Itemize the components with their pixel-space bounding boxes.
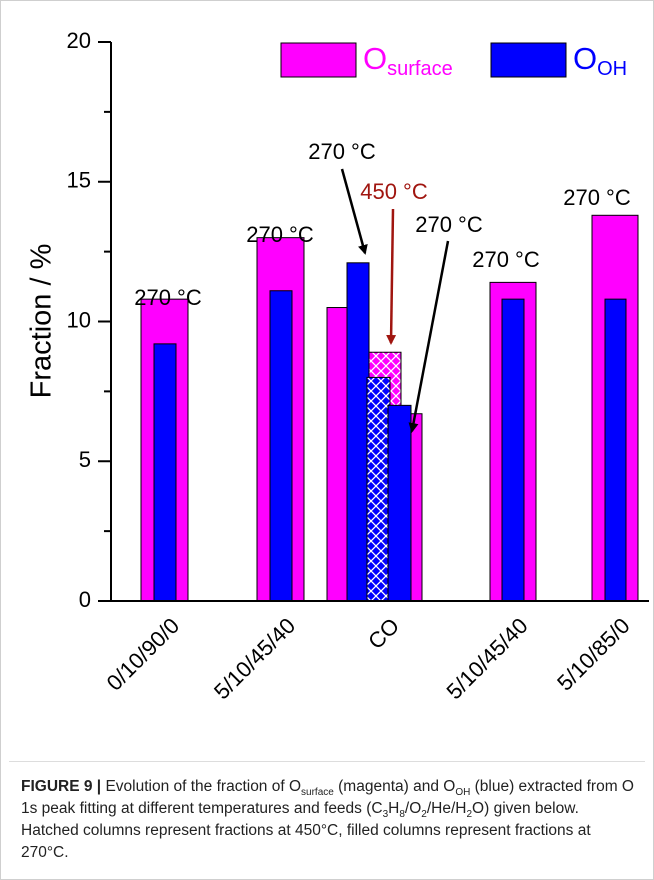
arrow [340,168,368,255]
annotation: 270 °C [472,247,540,272]
caption-divider [9,761,645,762]
legend-name: O [573,41,597,76]
y-tick-label: 0 [79,587,91,612]
legend-swatch [280,42,357,78]
chart: Fraction / % Osurface OOH 051015200/10/90… [26,28,649,704]
caption-text: O) given below. Hatched columns represen… [21,800,591,861]
caption-label: FIGURE 9 | [21,778,102,795]
legend-label: OOH [573,41,627,80]
legend-subscript: surface [387,58,453,80]
y-tick-label: 10 [67,307,91,332]
caption-text: (blue) extracted from O 1s peak fitting … [21,778,634,817]
y-tick-label: 5 [79,447,91,472]
caption-text: (magenta) and O [333,778,456,795]
annotation: 270 °C [134,285,202,310]
caption: FIGURE 9 | Evolution of the fraction of … [21,776,636,864]
x-tick-label: 5/10/45/40 [209,613,300,704]
legend-subscript: OH [597,58,627,80]
legend: Osurface OOH [280,41,627,80]
caption-subscript: 3 [382,809,389,821]
caption-subscript: 8 [399,809,405,821]
x-tick-label: 0/10/90/0 [102,613,185,696]
annotation: 270 °C [563,185,631,210]
bar [501,298,525,602]
caption-subscript: OH [455,787,471,799]
bar [346,262,370,602]
caption-text: /He/H [426,800,467,817]
annotation: 270 °C [308,139,376,164]
bar [153,343,177,602]
arrow [386,208,397,345]
annotation: 270 °C [246,222,314,247]
x-tick-label: 5/10/45/40 [441,613,532,704]
x-tick-label: CO [363,613,404,654]
x-tick-label: 5/10/85/0 [552,613,635,696]
arrow [408,240,450,433]
bar [604,298,627,602]
caption-text: Evolution of the fraction of O [101,778,302,795]
bar [387,404,412,602]
caption-subscript: surface [301,787,334,799]
legend-name: O [363,41,387,76]
legend-label: Osurface [363,41,453,80]
bar [269,290,293,602]
caption-subscript: 2 [466,809,473,821]
y-axis-label: Fraction / % [26,244,58,399]
bars [140,214,639,602]
caption-text: /O [404,800,422,817]
annotation: 270 °C [415,212,483,237]
annotation: 450 °C [360,179,428,204]
legend-swatch [490,42,567,78]
bar [366,376,391,602]
y-tick-label: 15 [67,168,91,193]
caption-text: H [388,800,400,817]
caption-subscript: 2 [421,809,427,821]
y-tick-label: 20 [67,28,91,53]
